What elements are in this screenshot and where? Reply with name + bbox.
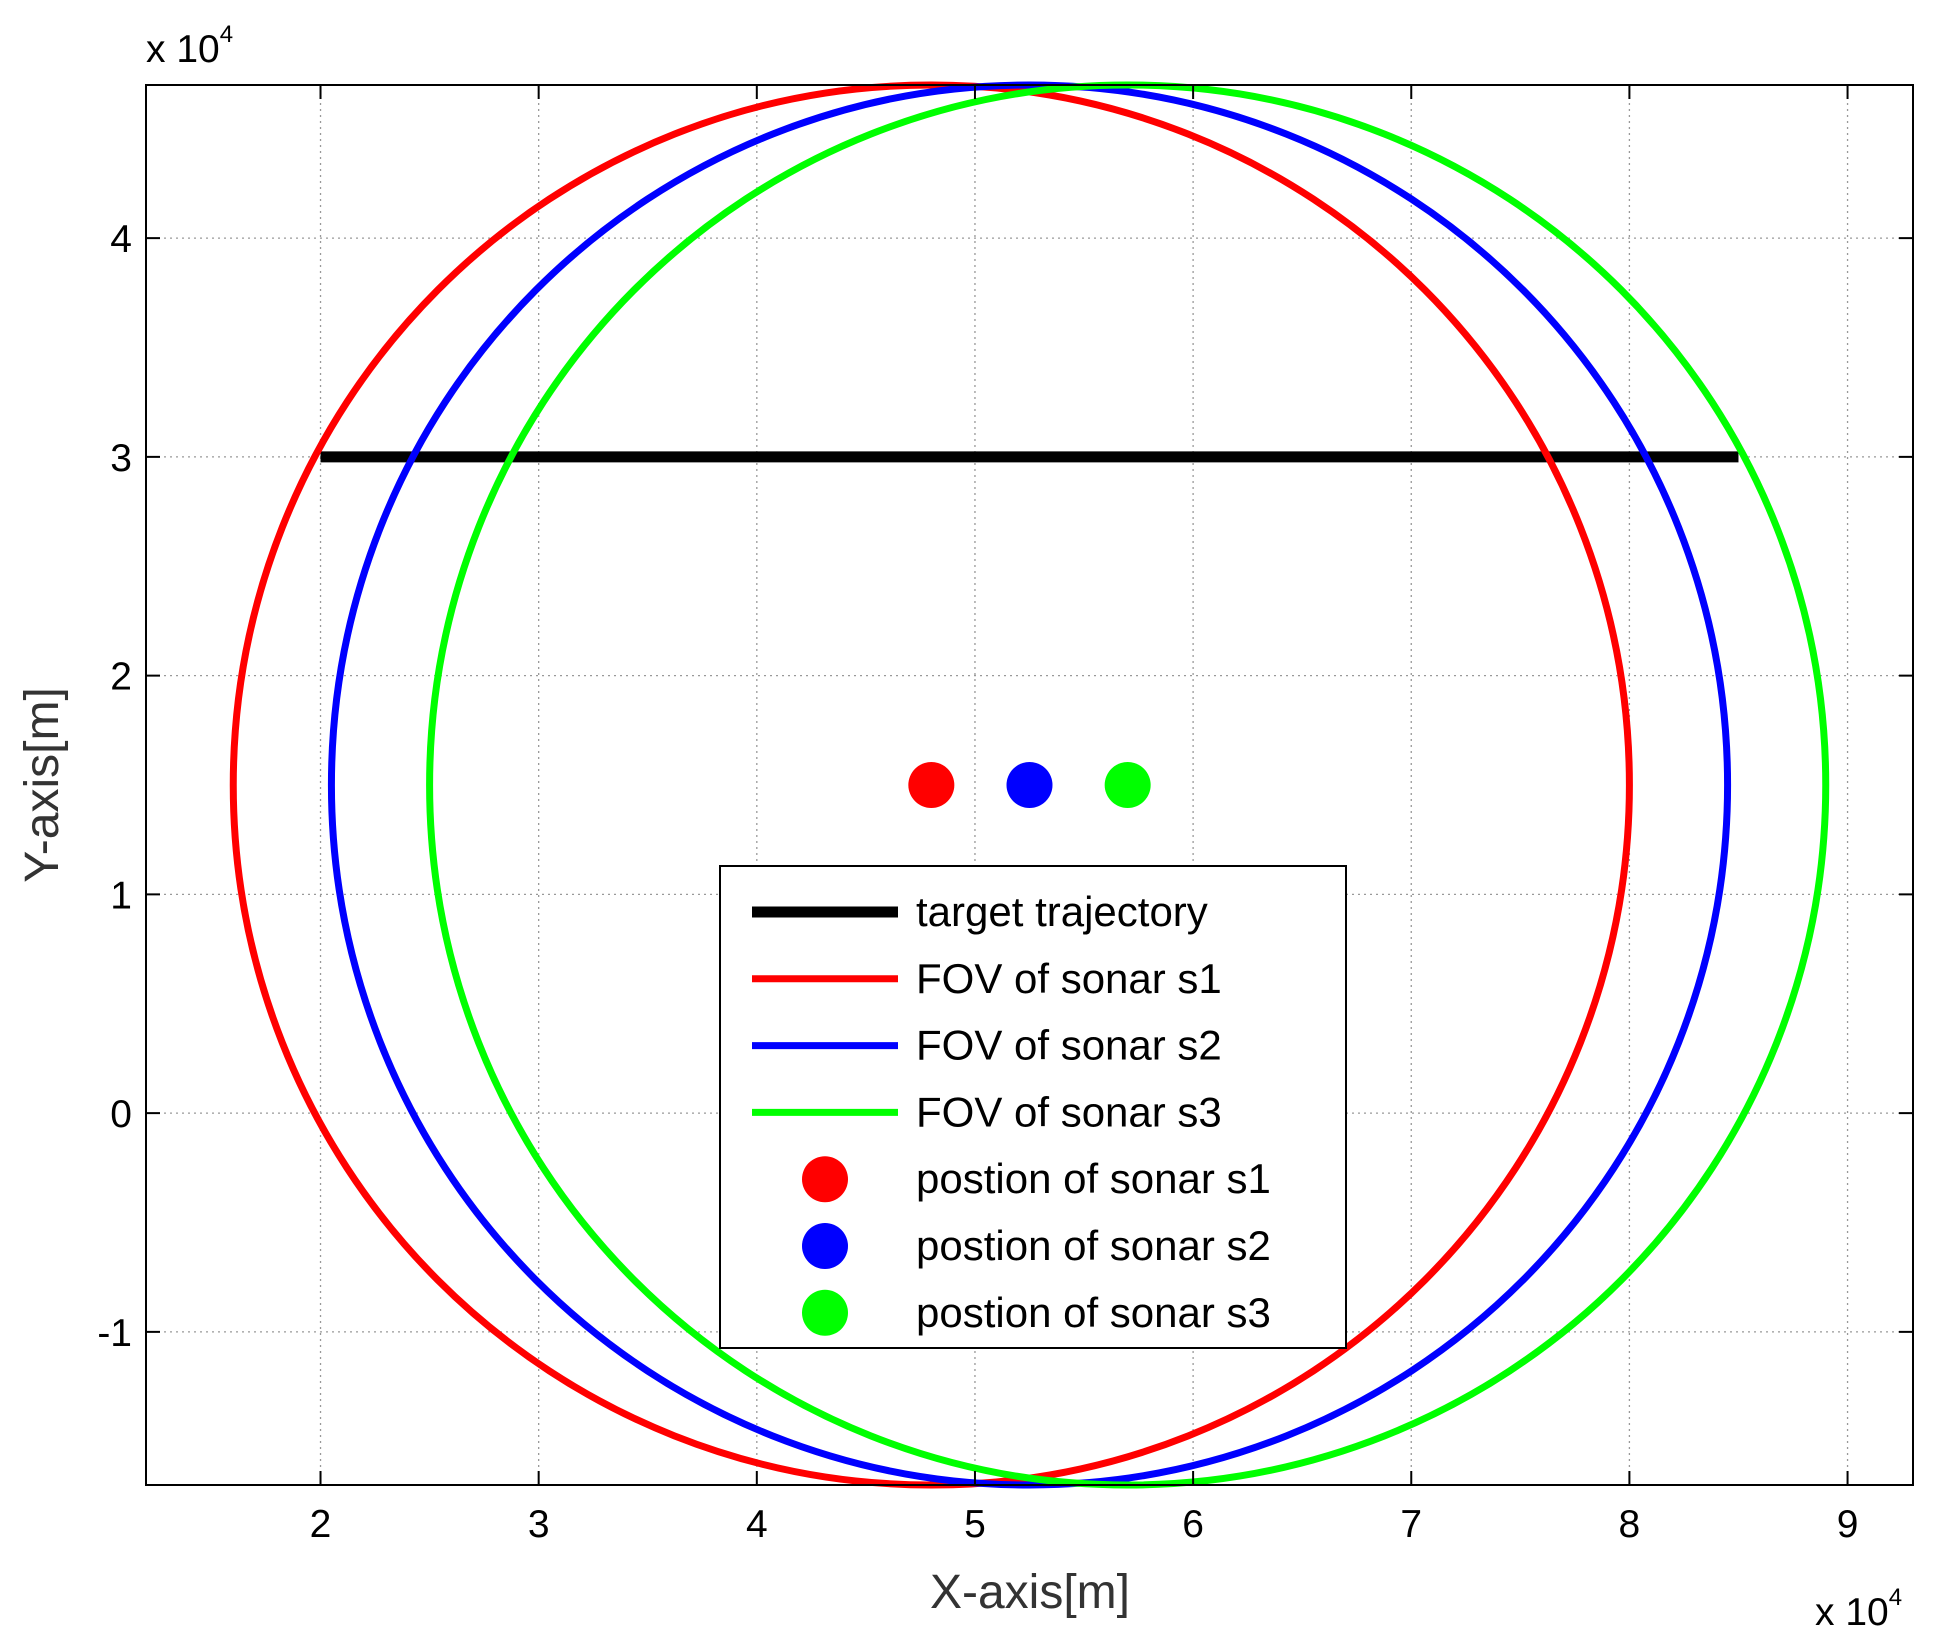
x-tick-label: 7 xyxy=(1400,1503,1422,1546)
x-tick-label: 4 xyxy=(746,1503,768,1546)
legend-label-fov-of-sonar-s2: FOV of sonar s2 xyxy=(916,1022,1222,1069)
postion-of-sonar-s2-marker xyxy=(1006,762,1053,808)
y-axis-label: Y-axis[m] xyxy=(16,687,69,883)
legend: target trajectory FOV of sonar s1 FOV of s… xyxy=(719,865,1347,1349)
y-tick-label: 1 xyxy=(110,874,132,917)
x-axis-label: X-axis[m] xyxy=(930,1566,1130,1619)
y-tick-label: 2 xyxy=(110,656,132,699)
y-tick-label: 0 xyxy=(110,1093,132,1136)
legend-swatch-postion-of-sonar-s1 xyxy=(802,1156,848,1203)
y-multiplier-label: x 104 xyxy=(146,21,233,71)
x-tick-label: 6 xyxy=(1182,1503,1204,1546)
svg-text:x 104: x 104 xyxy=(146,21,233,71)
y-tick-label: -1 xyxy=(97,1312,132,1355)
legend-label-target-trajectory: target trajectory xyxy=(916,888,1208,935)
x-tick-label: 8 xyxy=(1619,1503,1641,1546)
plot-frame xyxy=(145,84,1914,1486)
legend-label-postion-of-sonar-s1: postion of sonar s1 xyxy=(916,1155,1271,1202)
postion-of-sonar-s3-marker xyxy=(1104,762,1151,808)
tick-marks xyxy=(146,85,1913,1485)
postion-of-sonar-s1-marker xyxy=(908,762,955,808)
y-multiplier-exponent: 4 xyxy=(220,21,233,48)
legend-swatch-postion-of-sonar-s2 xyxy=(802,1223,848,1269)
y-multiplier-base: x 10 xyxy=(146,28,220,71)
legend-label-postion-of-sonar-s3: postion of sonar s3 xyxy=(916,1289,1271,1336)
x-multiplier-base: x 10 xyxy=(1815,1591,1889,1634)
legend-label-fov-of-sonar-s1: FOV of sonar s1 xyxy=(916,955,1222,1002)
x-multiplier-label: x 104 xyxy=(1815,1584,1902,1634)
legend-label-postion-of-sonar-s2: postion of sonar s2 xyxy=(916,1222,1271,1269)
x-tick-label: 9 xyxy=(1837,1503,1859,1546)
y-tick-label: 3 xyxy=(110,437,132,480)
legend-label-fov-of-sonar-s3: FOV of sonar s3 xyxy=(916,1088,1222,1135)
x-tick-label: 5 xyxy=(964,1503,986,1546)
x-tick-label: 2 xyxy=(310,1503,332,1546)
x-multiplier-exponent: 4 xyxy=(1889,1584,1902,1611)
y-tick-label: 4 xyxy=(110,218,132,261)
tick-labels: 2 3 4 5 6 7 8 9 -1 0 1 2 3 4 xyxy=(97,218,1858,1546)
legend-swatch-postion-of-sonar-s3 xyxy=(802,1289,848,1336)
svg-text:x 104: x 104 xyxy=(1815,1584,1902,1634)
x-tick-label: 3 xyxy=(528,1503,550,1546)
